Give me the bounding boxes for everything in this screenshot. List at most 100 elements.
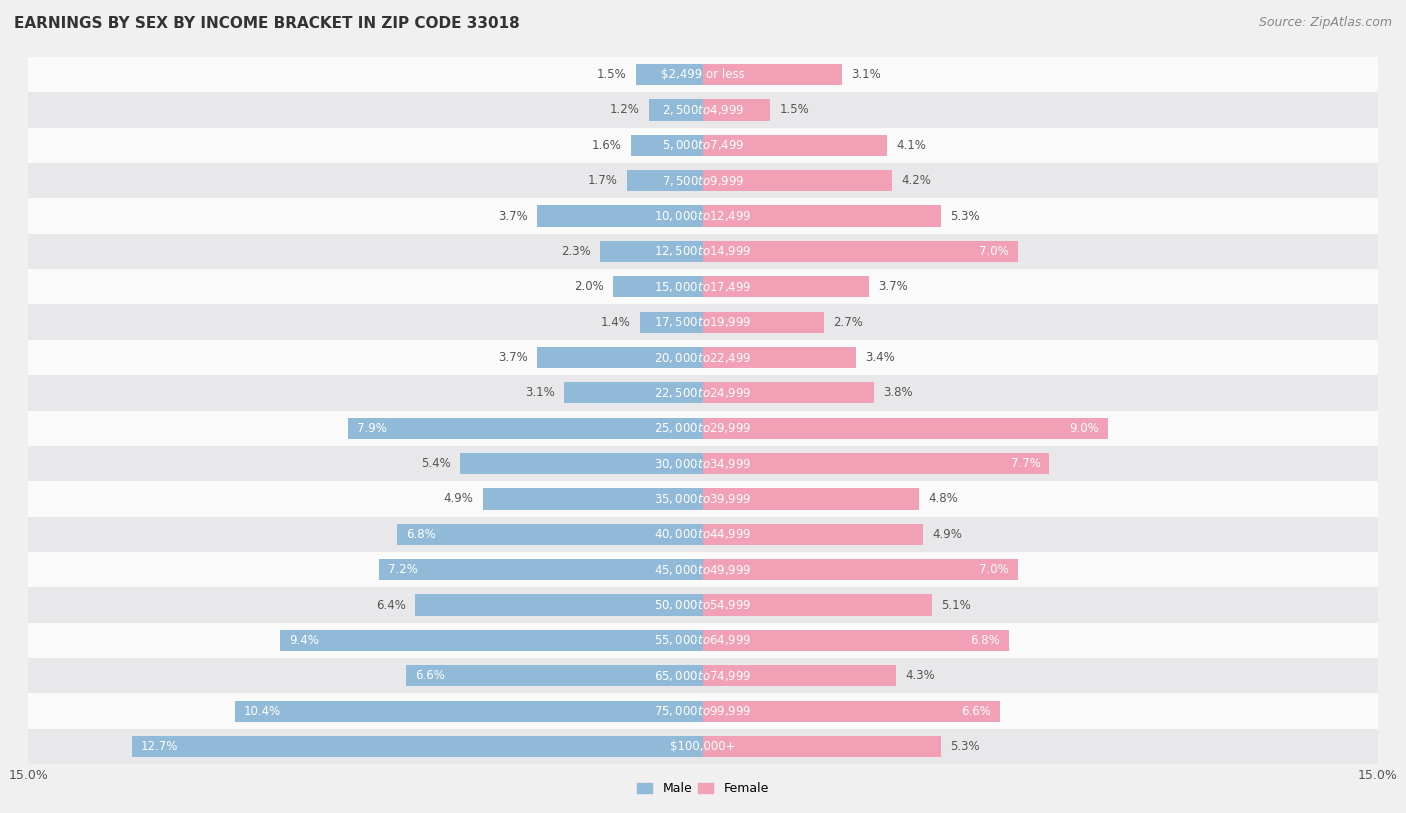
- Text: 1.5%: 1.5%: [596, 68, 627, 81]
- Bar: [703, 418, 1108, 439]
- Bar: [703, 170, 891, 191]
- Bar: [396, 524, 703, 545]
- Bar: [132, 736, 703, 757]
- Bar: [28, 659, 1378, 693]
- Bar: [703, 559, 1018, 580]
- Bar: [599, 241, 703, 262]
- Bar: [460, 453, 703, 474]
- Bar: [703, 64, 842, 85]
- Text: 4.1%: 4.1%: [897, 139, 927, 152]
- Text: $2,499 or less: $2,499 or less: [661, 68, 745, 81]
- Legend: Male, Female: Male, Female: [633, 777, 773, 801]
- Text: $40,000 to $44,999: $40,000 to $44,999: [654, 528, 752, 541]
- Bar: [28, 552, 1378, 587]
- Bar: [703, 524, 924, 545]
- Text: $5,000 to $7,499: $5,000 to $7,499: [662, 138, 744, 152]
- Text: 3.4%: 3.4%: [865, 351, 894, 364]
- Text: 2.7%: 2.7%: [834, 315, 863, 328]
- Text: 6.6%: 6.6%: [415, 669, 444, 682]
- Text: $55,000 to $64,999: $55,000 to $64,999: [654, 633, 752, 647]
- Text: 3.7%: 3.7%: [498, 210, 527, 223]
- Text: 3.1%: 3.1%: [524, 386, 554, 399]
- Text: 1.7%: 1.7%: [588, 174, 617, 187]
- Text: 3.1%: 3.1%: [852, 68, 882, 81]
- Bar: [28, 729, 1378, 764]
- Text: $20,000 to $22,499: $20,000 to $22,499: [654, 350, 752, 364]
- Bar: [703, 99, 770, 120]
- Bar: [703, 276, 869, 298]
- Text: 7.0%: 7.0%: [979, 245, 1010, 258]
- Bar: [703, 206, 942, 227]
- Bar: [703, 736, 942, 757]
- Text: 4.3%: 4.3%: [905, 669, 935, 682]
- Text: 5.1%: 5.1%: [942, 598, 972, 611]
- Text: 4.8%: 4.8%: [928, 493, 957, 506]
- Text: 4.9%: 4.9%: [932, 528, 962, 541]
- Text: 7.0%: 7.0%: [979, 563, 1010, 576]
- Text: $12,500 to $14,999: $12,500 to $14,999: [654, 245, 752, 259]
- Bar: [235, 701, 703, 722]
- Bar: [703, 382, 875, 403]
- Bar: [28, 693, 1378, 729]
- Bar: [703, 665, 897, 686]
- Bar: [28, 163, 1378, 198]
- Bar: [28, 304, 1378, 340]
- Bar: [28, 269, 1378, 304]
- Text: Source: ZipAtlas.com: Source: ZipAtlas.com: [1258, 16, 1392, 29]
- Bar: [28, 340, 1378, 375]
- Bar: [28, 446, 1378, 481]
- Bar: [703, 630, 1010, 651]
- Bar: [703, 347, 856, 368]
- Text: 7.2%: 7.2%: [388, 563, 418, 576]
- Text: 2.0%: 2.0%: [574, 280, 605, 293]
- Text: 6.4%: 6.4%: [377, 598, 406, 611]
- Text: EARNINGS BY SEX BY INCOME BRACKET IN ZIP CODE 33018: EARNINGS BY SEX BY INCOME BRACKET IN ZIP…: [14, 16, 520, 31]
- Bar: [380, 559, 703, 580]
- Bar: [703, 135, 887, 156]
- Text: 7.9%: 7.9%: [357, 422, 387, 435]
- Text: $10,000 to $12,499: $10,000 to $12,499: [654, 209, 752, 223]
- Bar: [627, 170, 703, 191]
- Bar: [703, 594, 932, 615]
- Text: 4.2%: 4.2%: [901, 174, 931, 187]
- Bar: [537, 347, 703, 368]
- Bar: [347, 418, 703, 439]
- Bar: [631, 135, 703, 156]
- Text: 6.8%: 6.8%: [406, 528, 436, 541]
- Bar: [564, 382, 703, 403]
- Text: 3.7%: 3.7%: [498, 351, 527, 364]
- Text: 3.8%: 3.8%: [883, 386, 912, 399]
- Bar: [650, 99, 703, 120]
- Bar: [537, 206, 703, 227]
- Text: 10.4%: 10.4%: [245, 705, 281, 718]
- Text: 5.3%: 5.3%: [950, 740, 980, 753]
- Bar: [28, 411, 1378, 446]
- Bar: [28, 587, 1378, 623]
- Bar: [703, 241, 1018, 262]
- Text: 4.9%: 4.9%: [444, 493, 474, 506]
- Text: $2,500 to $4,999: $2,500 to $4,999: [662, 103, 744, 117]
- Bar: [703, 701, 1000, 722]
- Text: $22,500 to $24,999: $22,500 to $24,999: [654, 386, 752, 400]
- Bar: [28, 623, 1378, 658]
- Bar: [703, 311, 824, 333]
- Text: 2.3%: 2.3%: [561, 245, 591, 258]
- Text: 6.6%: 6.6%: [962, 705, 991, 718]
- Bar: [28, 375, 1378, 411]
- Text: 3.7%: 3.7%: [879, 280, 908, 293]
- Bar: [636, 64, 703, 85]
- Text: $75,000 to $99,999: $75,000 to $99,999: [654, 704, 752, 718]
- Text: $30,000 to $34,999: $30,000 to $34,999: [654, 457, 752, 471]
- Text: $100,000+: $100,000+: [671, 740, 735, 753]
- Text: 7.7%: 7.7%: [1011, 457, 1040, 470]
- Text: $50,000 to $54,999: $50,000 to $54,999: [654, 598, 752, 612]
- Bar: [28, 481, 1378, 517]
- Bar: [415, 594, 703, 615]
- Text: 12.7%: 12.7%: [141, 740, 179, 753]
- Text: 1.4%: 1.4%: [602, 315, 631, 328]
- Text: 5.3%: 5.3%: [950, 210, 980, 223]
- Bar: [28, 92, 1378, 128]
- Bar: [482, 489, 703, 510]
- Bar: [640, 311, 703, 333]
- Text: 1.2%: 1.2%: [610, 103, 640, 116]
